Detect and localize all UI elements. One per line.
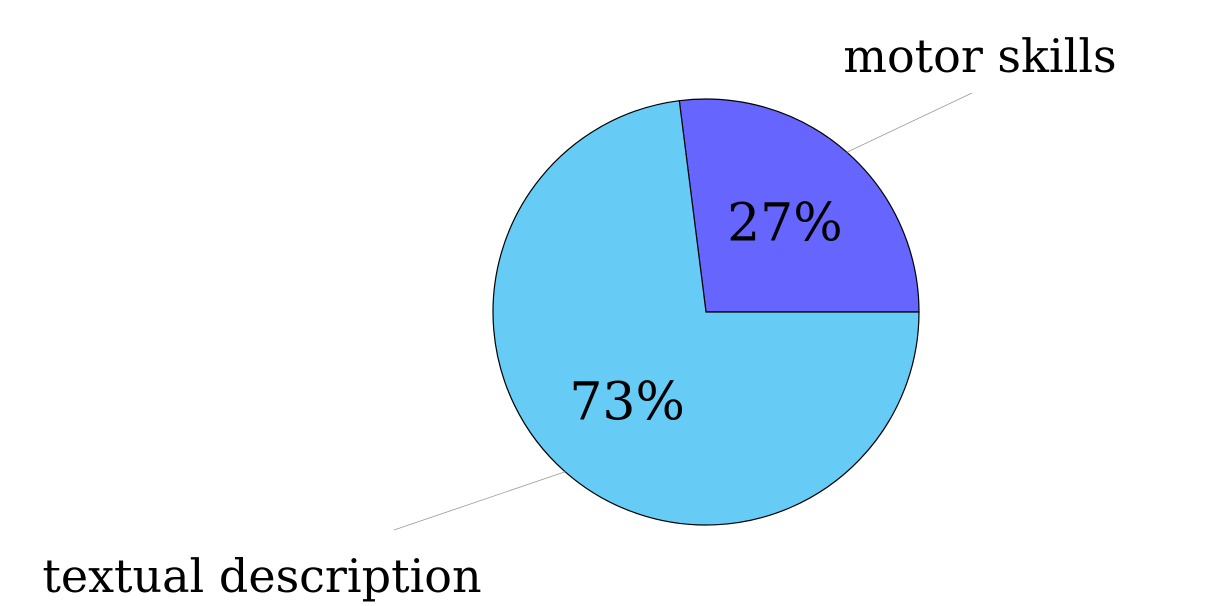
leader-line [393,471,566,531]
leaders-layer [393,92,973,531]
pie-slice-motor-skills [678,98,920,313]
slice-percent-label: 73% [569,372,685,432]
slice-percent-label: 27% [727,194,843,254]
pie-slice-textual-description [492,100,920,526]
leader-line [846,92,973,153]
labels-layer: 27% motor skills 73% textual description [42,29,1116,603]
slice-category-label: textual description [42,549,481,603]
slices-layer [492,98,920,526]
slice-category-label: motor skills [843,29,1116,83]
